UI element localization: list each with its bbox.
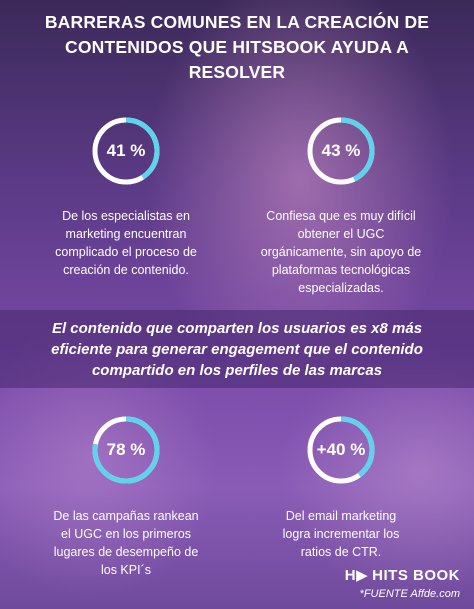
desc-line: logra incrementar los [282,527,400,541]
title-line: CONTENIDOS QUE HITSBOOK AYUDA A [65,37,409,57]
hitsbook-logo-icon: H▶ [344,567,369,584]
page-title: BARRERAS COMUNES EN LA CREACIÓN DE CONTE… [0,10,474,85]
stat-ring-43: 43 % [305,115,377,187]
desc-line: creación de contenido. [63,263,189,277]
title-line: RESOLVER [188,62,286,82]
desc-line: De los especialistas en [62,209,190,223]
stat-description: De los especialistas en marketing encuen… [26,207,226,279]
ring-progress [92,117,160,185]
stat-value: 43 % [321,141,361,160]
highlight-banner [0,310,474,388]
progress-ring [92,117,160,185]
ring-progress [307,117,375,185]
desc-line: ratios de CTR. [300,545,382,559]
stat-ring-78: 78 % [90,414,162,486]
desc-line: los KPI´s [100,563,151,577]
desc-line: lugares de desempeño de [53,545,199,559]
stat-value: +40 % [316,440,366,459]
stat-description: Del email marketing logra incrementar lo… [241,507,441,561]
desc-line: el UGC en los primeros [61,527,191,541]
stat-ring-plus40: +40 % [305,414,377,486]
stat-description: De las campañas rankean el UGC en los pr… [26,507,226,579]
banner-line: compartido en los perfiles de las marcas [91,362,383,379]
banner-line: eficiente para generar engagement que el… [51,341,423,358]
progress-ring [307,416,375,484]
title-line: BARRERAS COMUNES EN LA CREACIÓN DE [44,12,430,32]
stat-ring-41: 41 % [90,115,162,187]
banner-line: El contenido que comparten los usuarios … [51,320,423,337]
desc-line: especializadas. [298,281,384,295]
brand-name: HITS BOOK [372,566,460,584]
source-note: *FUENTE Affde.com [359,588,460,600]
stat-value: 41 % [106,141,146,160]
desc-line: orgánicamente, sin apoyo de [260,245,422,259]
stat-description: Confiesa que es muy difícil obtener el U… [241,207,441,297]
ring-progress [92,416,160,484]
progress-ring [307,117,375,185]
desc-line: marketing encuentran [65,227,187,241]
desc-line: Del email marketing [285,509,397,523]
desc-line: Confiesa que es muy difícil [266,209,416,223]
desc-line: complicado el proceso de [55,245,197,259]
progress-ring [92,416,160,484]
ring-progress [307,416,375,484]
banner-text: El contenido que comparten los usuarios … [20,318,454,381]
desc-line: De las campañas rankean [53,509,199,523]
brand-logo: H▶ HITS BOOK [344,566,460,585]
stat-value: 78 % [106,440,146,459]
desc-line: obtener el UGC [297,227,385,241]
desc-line: plataformas tecnológicas [271,263,411,277]
